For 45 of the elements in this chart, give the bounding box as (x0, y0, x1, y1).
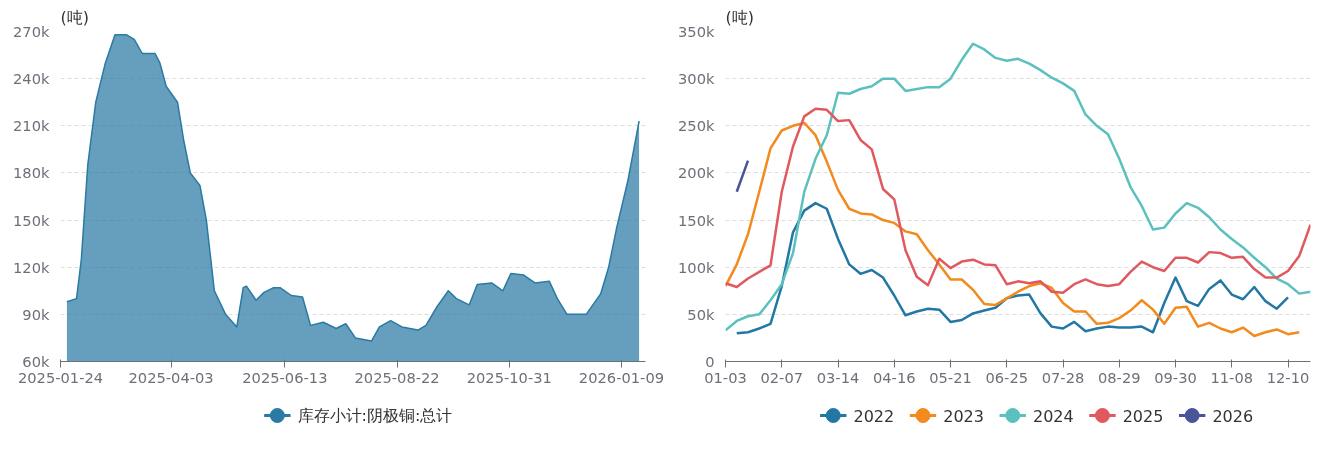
x-tick-label: 08-29 (1097, 368, 1141, 386)
x-tick-label: 03-14 (816, 368, 860, 386)
y-tick-label: 100k (678, 258, 716, 276)
x-tick-label: 2025-04-03 (128, 368, 214, 386)
y-tick-label: 300k (678, 70, 716, 88)
y-tick-label: 270k (13, 23, 51, 40)
legend-label: 2023 (943, 406, 984, 426)
line-series (725, 42, 1311, 332)
x-tick-label: 07-28 (1041, 368, 1085, 386)
legend-label: 2026 (1212, 406, 1254, 426)
y-tick-label: 180k (13, 164, 51, 182)
x-tick-label: 06-25 (985, 368, 1029, 386)
x-tick-label: 2025-01-24 (17, 368, 104, 386)
y-tick-label: 240k (13, 70, 51, 88)
y-tick-label: 350k (678, 23, 716, 40)
x-tick-label: 12-10 (1266, 368, 1310, 386)
line-series (735, 201, 1290, 335)
y-tick-label: 90k (22, 305, 51, 323)
x-tick-label: 02-07 (760, 368, 804, 386)
y-tick-label: 0 (705, 353, 715, 370)
line-series (725, 121, 1301, 338)
legend-label: 2025 (1122, 406, 1164, 426)
y-tick-label: 120k (13, 258, 51, 276)
x-tick-label: 01-03 (704, 368, 747, 386)
y-tick-label: 150k (13, 211, 51, 229)
x-tick-label: 04-16 (872, 368, 916, 386)
x-tick-label: 2025-10-31 (466, 368, 552, 386)
y-tick-label: 50k (687, 305, 716, 323)
legend-label: 2022 (853, 406, 895, 426)
y-tick-label: 60k (22, 353, 51, 370)
legend-label: 2024 (1032, 406, 1074, 426)
x-tick-label: 09-30 (1154, 368, 1197, 386)
x-tick-label: 2026-01-09 (578, 368, 665, 386)
x-tick-label: 2025-06-13 (242, 368, 328, 386)
y-tick-label: 250k (678, 117, 716, 135)
x-tick-label: 05-21 (929, 368, 972, 386)
y-tick-label: 200k (678, 164, 716, 182)
x-tick-label: 11-08 (1210, 368, 1254, 386)
line-series (725, 107, 1311, 294)
y-axis-title: (吨) (60, 7, 89, 27)
legend-label: 库存小计:阴极铜:总计 (297, 406, 453, 425)
y-tick-label: 210k (13, 117, 51, 135)
y-tick-label: 150k (678, 211, 716, 229)
x-tick-label: 2025-08-22 (354, 368, 440, 386)
y-axis-title: (吨) (725, 7, 754, 27)
